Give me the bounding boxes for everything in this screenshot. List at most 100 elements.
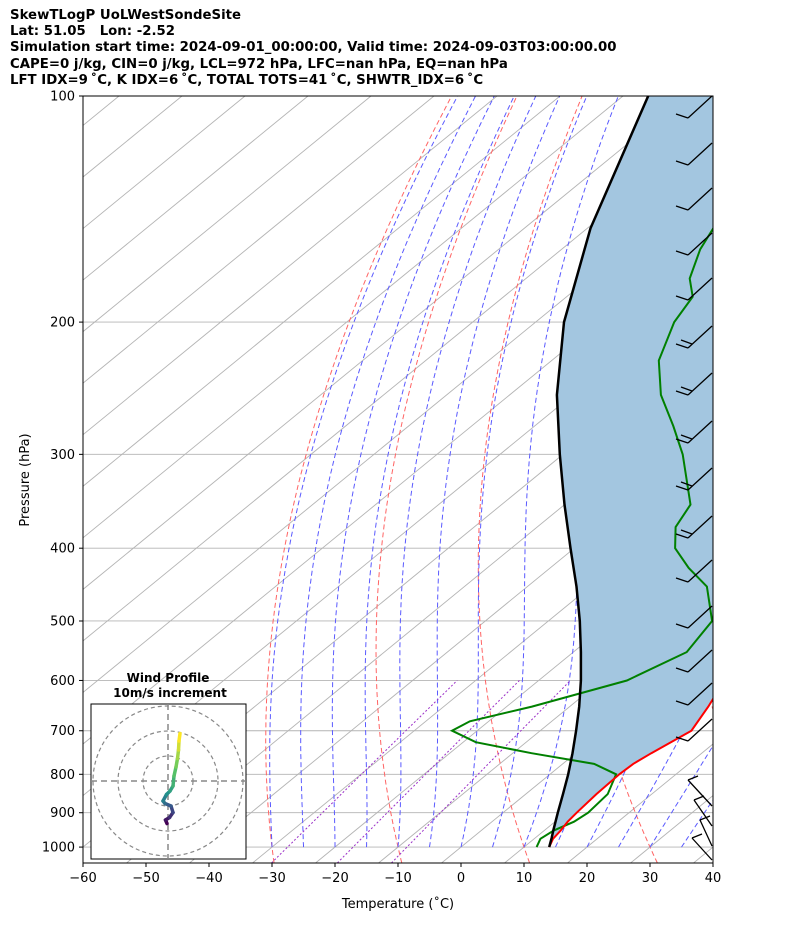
isotherm-line	[83, 96, 498, 436]
x-tick-label: 30	[642, 871, 659, 886]
y-tick-label: 900	[50, 806, 75, 821]
wind-barb-flag	[693, 795, 705, 801]
wind-barb-flag	[675, 160, 689, 166]
wind-barb-flag	[691, 833, 703, 839]
wind-barb	[699, 819, 713, 847]
y-tick-label: 600	[50, 674, 75, 689]
wind-barb	[687, 718, 713, 742]
x-axis-label: Temperature (˚C)	[341, 896, 454, 912]
hodograph-ring	[117, 730, 219, 832]
isotherm-line	[83, 96, 372, 333]
hodograph-inset: Wind Profile 10m/s increment	[90, 671, 247, 860]
x-tick-label: −30	[258, 871, 285, 886]
y-tick-label: 700	[50, 724, 75, 739]
wind-barb	[687, 372, 713, 396]
wind-barb	[687, 559, 713, 583]
x-tick-label: 40	[705, 871, 722, 886]
wind-barb	[687, 649, 713, 673]
x-tick-label: −60	[69, 871, 96, 886]
dry-adiabat-line	[477, 96, 583, 863]
wind-barb-flag	[675, 205, 689, 211]
moist-adiabat-line	[460, 96, 588, 848]
wind-barb	[687, 187, 713, 211]
x-tick-label: 0	[457, 871, 465, 886]
dry-adiabat-line	[265, 96, 453, 863]
hodograph-plot	[91, 704, 246, 859]
x-tick-label: −40	[195, 871, 222, 886]
moist-adiabat-line	[429, 96, 561, 848]
y-tick-label: 300	[50, 448, 75, 463]
y-tick-label: 400	[50, 542, 75, 557]
moist-adiabats	[269, 96, 713, 848]
isotherm-line	[315, 537, 713, 863]
isotherm-line	[83, 96, 561, 487]
x-tick-label: 10	[516, 871, 533, 886]
parcel-profile	[547, 96, 650, 848]
x-tick-label: −50	[132, 871, 159, 886]
mixing-ratio-line	[271, 680, 458, 863]
y-tick-label: 100	[50, 90, 75, 105]
hodograph-trace	[177, 731, 182, 743]
moist-adiabat-line	[269, 96, 459, 848]
wind-barb	[687, 467, 713, 491]
wind-barb	[687, 277, 713, 301]
wind-barb	[687, 96, 713, 119]
wind-barb-flag	[680, 339, 693, 345]
wind-barb	[687, 682, 713, 706]
wind-barb-flag	[675, 250, 689, 256]
hodograph-title: Wind Profile	[127, 671, 210, 685]
moist-adiabat-line	[712, 846, 713, 848]
wind-barb-flag	[675, 667, 689, 673]
isotherm-line	[378, 588, 713, 863]
moist-adiabat-line	[331, 96, 495, 848]
wind-barb-flag	[699, 815, 711, 821]
x-tick-label: 20	[579, 871, 596, 886]
isotherm-line	[83, 96, 624, 539]
wind-barb-flag	[680, 434, 693, 440]
moist-adiabat-line	[586, 454, 713, 848]
wind-barb-flag	[675, 533, 689, 539]
y-tick-label: 500	[50, 614, 75, 629]
wind-barb	[687, 232, 713, 256]
chart-title: SkewTLogP UoLWestSondeSite	[10, 8, 242, 23]
x-axis-ticks: −60 −50 −40 −30 −20 −10 0 10 20 30 40	[69, 863, 721, 886]
temperature-profile	[548, 697, 713, 848]
wind-barb	[687, 515, 713, 539]
wind-barb	[687, 779, 713, 807]
dry-adiabat-line	[747, 96, 794, 863]
y-tick-label: 1000	[42, 841, 75, 856]
isotherm-line	[83, 96, 435, 384]
isotherm-line	[83, 96, 246, 230]
isotherm-line	[757, 96, 794, 863]
isotherm-line	[83, 96, 309, 281]
stability-line: CAPE=0 j/kg, CIN=0 j/kg, LCL=972 hPa, LF…	[10, 56, 508, 72]
wind-barb	[691, 837, 713, 861]
plot-area	[83, 96, 794, 863]
y-axis-ticks: 100 200 300 400 500 600 700 800 900 1000	[42, 90, 83, 856]
mixing-ratio-line	[391, 680, 571, 863]
wind-barb-flag	[680, 481, 693, 487]
mixing-ratio-lines	[271, 680, 571, 863]
y-tick-label: 800	[50, 768, 75, 783]
wind-barb-flag	[675, 623, 689, 629]
wind-barb-flag	[675, 295, 689, 301]
parcel-area-fill	[549, 96, 713, 848]
wind-barbs	[675, 96, 713, 861]
wind-barb-flag	[675, 438, 689, 444]
x-tick-label: −20	[321, 871, 348, 886]
wind-barb	[687, 420, 713, 444]
wind-barb-flag	[675, 485, 689, 491]
wind-barb	[687, 605, 713, 629]
time-line: Simulation start time: 2024-09-01_00:00:…	[10, 40, 617, 56]
y-tick-label: 200	[50, 316, 75, 331]
wind-barb-flag	[675, 700, 689, 706]
wind-barb-flag	[675, 390, 689, 396]
chart-title-block: SkewTLogP UoLWestSondeSite Lat: 51.05 Lo…	[10, 8, 617, 89]
isotherm-line	[83, 96, 687, 590]
wind-barb-flag	[680, 529, 693, 535]
dry-adiabat-line	[573, 96, 658, 863]
dewpoint-profile	[449, 227, 713, 848]
wind-barb-flag	[675, 577, 689, 583]
hodograph-subtitle: 10m/s increment	[113, 686, 227, 700]
